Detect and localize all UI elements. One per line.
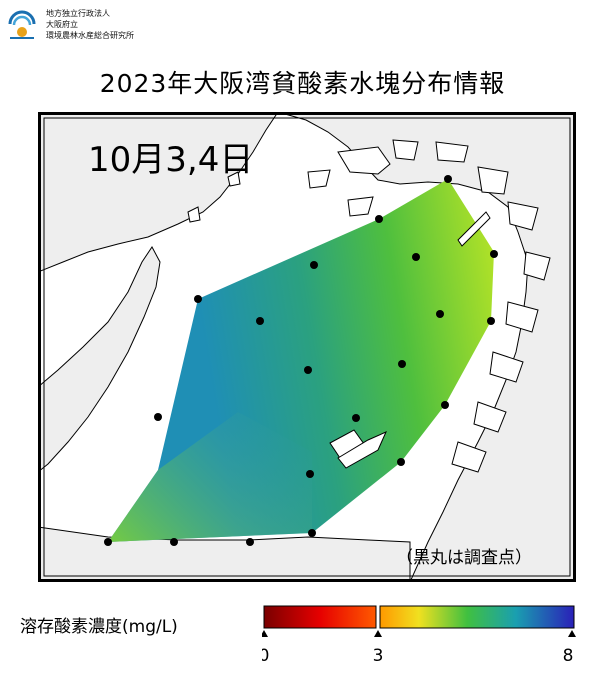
survey-station: [170, 538, 178, 546]
map-frame: [38, 112, 576, 582]
organization-emblem-icon: [8, 10, 36, 39]
osaka-bay-map: [38, 112, 576, 582]
colorbar-max-label: 8: [563, 646, 574, 666]
colorbar: 0 3 8: [262, 605, 576, 666]
survey-point-note: （黒丸は調査点）: [396, 548, 532, 568]
survey-station: [104, 538, 112, 546]
survey-stations: [104, 175, 498, 546]
survey-station: [441, 401, 449, 409]
survey-station: [398, 360, 406, 368]
organization-logo: 地方独立行政法人 大阪府立 環境農林水産総合研究所: [6, 8, 206, 52]
colorbar-min-marker-icon: [262, 630, 268, 637]
kansai-airport-island: [329, 429, 387, 469]
reclaimed-islands: [307, 139, 551, 473]
organization-line-1: 地方独立行政法人: [46, 9, 110, 18]
colorbar-max-marker-icon: [568, 630, 576, 637]
survey-station: [397, 458, 405, 466]
survey-station: [304, 366, 312, 374]
coastal-harbors: [187, 171, 241, 223]
colorbar-high-segment: [379, 605, 575, 629]
land-awaji: [38, 246, 161, 473]
survey-station: [246, 538, 254, 546]
survey-station: [310, 261, 318, 269]
survey-station: [194, 295, 202, 303]
survey-station: [256, 317, 264, 325]
organization-line-2: 大阪府立: [46, 20, 78, 29]
page-title: 2023年大阪湾貧酸素水塊分布情報: [99, 69, 506, 98]
map-frame-inner: [43, 117, 571, 577]
survey-station: [444, 175, 452, 183]
colorbar-mid-label: 3: [373, 646, 384, 666]
survey-station: [154, 413, 162, 421]
survey-station: [352, 414, 360, 422]
organization-line-3: 環境農林水産総合研究所: [46, 31, 134, 40]
colorbar-threshold-marker-icon: [374, 630, 382, 637]
survey-station: [306, 470, 314, 478]
survey-station: [487, 317, 495, 325]
survey-station: [308, 529, 316, 537]
pier-island: [457, 211, 491, 247]
survey-station: [412, 253, 420, 261]
survey-station: [375, 215, 383, 223]
colorbar-label: 溶存酸素濃度(mg/L): [20, 617, 178, 637]
date-label: 10月3,4日: [88, 140, 254, 180]
colorbar-low-segment: [263, 605, 377, 629]
survey-station: [490, 250, 498, 258]
survey-station: [436, 310, 444, 318]
colorbar-min-label: 0: [262, 646, 269, 666]
oxygen-distribution-area-south: [108, 412, 312, 542]
